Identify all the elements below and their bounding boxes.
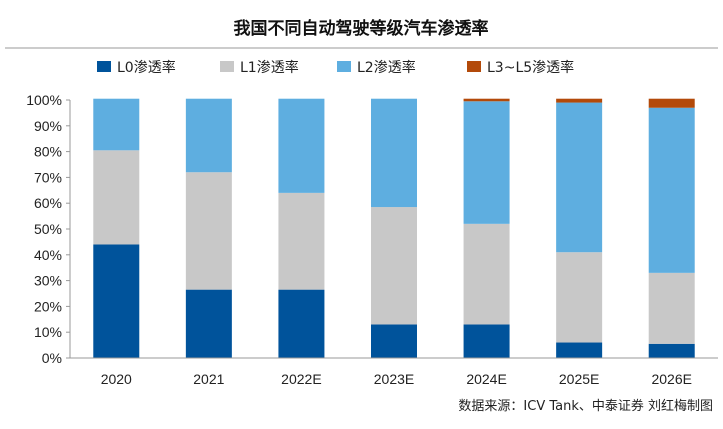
legend-label: L0渗透率 [117,59,176,76]
bar-segment [278,289,325,358]
y-tick-label: 70% [34,169,62,185]
bar-segment [556,98,603,103]
bar-segment [185,172,232,290]
bar-segment [463,98,510,102]
legend-swatch [467,61,481,72]
bar-segment [371,324,417,358]
y-tick-label: 0% [42,350,62,366]
bar-segment [93,98,140,151]
y-tick-label: 90% [34,118,62,134]
x-tick-label: 2025E [559,371,599,387]
y-tick-label: 40% [34,247,62,263]
bar-segment [648,107,695,273]
bar-segment [648,98,695,108]
y-tick-label: 10% [34,324,62,340]
bar-segment [556,102,603,253]
bar-segment [463,101,510,224]
bar-segment [648,272,695,344]
bar-segment [185,98,232,173]
x-tick-label: 2022E [281,371,321,387]
y-axis: 0% 10% 20% 30% 40% 50% 60% 70% 80% 90% 100% [26,92,71,366]
bar-segment [463,324,510,358]
bar-segment [556,342,603,358]
bar-segment [556,252,603,343]
x-tick-label: 2023E [374,371,414,387]
y-tick-label: 50% [34,221,62,237]
legend-swatch [97,61,111,72]
bar-segment [371,207,417,325]
x-tick-label: 2026E [651,371,691,387]
bar-segment [371,98,417,208]
bars [93,98,695,358]
source-note: 数据来源：ICV Tank、中泰证券 刘红梅制图 [458,398,713,414]
y-tick-label: 100% [26,92,62,108]
x-tick-label: 2024E [466,371,506,387]
x-tick-label: 2021 [193,371,224,387]
bar-segment [93,150,140,245]
legend: L0渗透率 L1渗透率 L2渗透率 L3~L5渗透率 [97,59,574,76]
x-tick-label: 2020 [101,371,132,387]
bar-segment [185,289,232,358]
legend-swatch [337,61,351,72]
bar-segment [463,223,510,325]
y-tick-label: 80% [34,144,62,160]
legend-label: L3~L5渗透率 [487,59,574,76]
y-tick-label: 20% [34,298,62,314]
bar-segment [93,244,140,358]
bar-segment [278,98,325,193]
legend-swatch [220,61,234,72]
bar-segment [648,343,695,358]
legend-label: L1渗透率 [240,59,299,76]
bar-segment [278,192,325,290]
y-tick-label: 60% [34,195,62,211]
legend-label: L2渗透率 [357,59,416,76]
x-axis: 2020 2021 2022E 2023E 2024E 2025E 2026E [70,357,718,387]
y-tick-label: 30% [34,273,62,289]
chart-title: 我国不同自动驾驶等级汽车渗透率 [234,18,489,39]
